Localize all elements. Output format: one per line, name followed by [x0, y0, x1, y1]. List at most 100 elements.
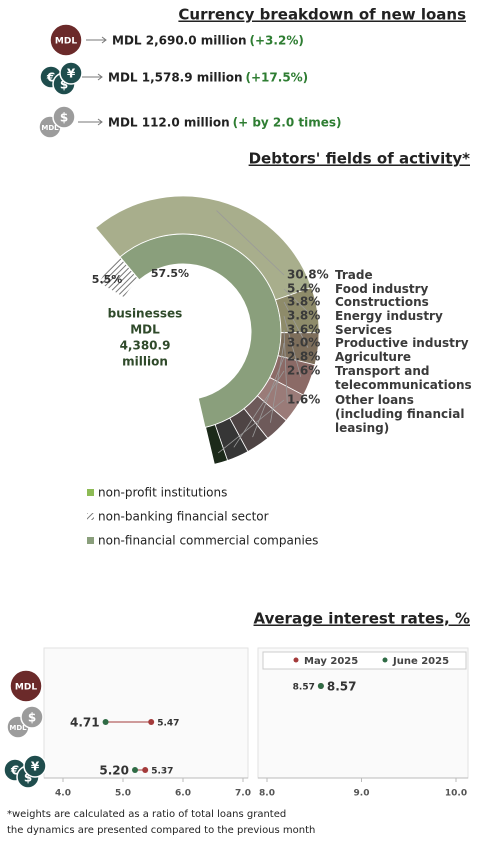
category-label: Services [335, 323, 393, 337]
icon-text: ¥ [67, 67, 76, 81]
legend-label: non-financial commercial companies [98, 534, 318, 548]
x-tick-label: 4.0 [55, 789, 71, 799]
legend-swatch [87, 489, 94, 496]
value-label: 5.20 [99, 764, 129, 778]
currency-icon [23, 754, 47, 778]
value-label: 30.8% [287, 268, 329, 282]
category-label: Transport and telecommunications [335, 364, 472, 392]
icon-text: MDL [9, 724, 27, 732]
leader-line [216, 210, 285, 276]
loan-change: (+17.5%) [246, 71, 309, 85]
legend-dot [293, 657, 299, 663]
section-title: Currency breakdown of new loans [178, 6, 466, 24]
panel [257, 647, 469, 779]
value-label: 8.57 [327, 680, 357, 694]
value-label: 2.6% [287, 364, 320, 378]
icon-text: $ [28, 711, 36, 725]
value-label: 5.37 [151, 767, 173, 777]
center-label: million [122, 355, 168, 369]
leader-line [283, 315, 302, 377]
leader-line [217, 399, 285, 454]
icon-text: $ [24, 771, 32, 785]
dot [132, 767, 138, 773]
currency-icon [59, 61, 83, 85]
legend-label: June 2025 [392, 656, 449, 667]
value-label: 4.71 [70, 716, 100, 730]
footnote: the dynamics are presented compared to t… [7, 825, 315, 836]
category-label: Constructions [335, 295, 429, 309]
icon-text: € [10, 764, 19, 778]
icon-text: € [46, 71, 55, 85]
leader-line [233, 370, 285, 448]
x-tick-label: 9.0 [354, 789, 370, 799]
footnote: *weights are calculated as a ratio of to… [7, 809, 286, 820]
currency-icon [52, 105, 76, 129]
dot [102, 719, 109, 725]
loan-change: (+ by 2.0 times) [233, 116, 342, 130]
x-tick-label: 5.0 [115, 789, 131, 799]
category-label: Trade [335, 268, 373, 282]
dot [142, 767, 149, 773]
x-tick-label: 7.0 [235, 789, 251, 799]
legend-swatch [87, 513, 94, 520]
leader-line [283, 288, 308, 312]
inner-value-label: 5.5% [92, 273, 123, 286]
legend-box [262, 651, 467, 670]
x-tick-label: 10.0 [445, 789, 467, 799]
currency-icon [49, 23, 83, 57]
legend-dot [382, 657, 388, 663]
icon-text: $ [60, 78, 68, 92]
legend-swatch [87, 537, 94, 544]
value-label: 8.57 [293, 683, 315, 693]
outer-segment [205, 424, 229, 465]
loan-amount: MDL 112.0 million [108, 116, 230, 130]
leader-line [252, 356, 285, 438]
legend-label: non-profit institutions [98, 486, 227, 500]
icon-text: ¥ [31, 760, 40, 774]
value-label: 5.47 [157, 719, 179, 729]
legend-label: May 2025 [304, 656, 358, 667]
value-label: 2.8% [287, 350, 320, 364]
panel [43, 647, 249, 779]
loan-amount: MDL 1,578.9 million [108, 71, 243, 85]
legend-label: non-banking financial sector [98, 510, 269, 524]
dot [317, 683, 324, 689]
currency-icon [20, 705, 44, 729]
dot [148, 719, 155, 725]
category-label: Agriculture [335, 350, 412, 364]
outer-segment [95, 195, 313, 301]
inner-value-label: 57.5% [151, 267, 189, 280]
center-label: 4,380.9 [120, 339, 171, 353]
icon-text: MDL [55, 37, 77, 47]
arrow-head [97, 73, 103, 81]
section-title: Average interest rates, % [254, 610, 470, 628]
leader-line [283, 329, 288, 403]
loan-amount: MDL 2,690.0 million [112, 34, 247, 48]
value-label: 3.6% [287, 323, 320, 337]
category-label: Food industry [335, 282, 429, 296]
value-label: 3.8% [287, 295, 320, 309]
category-label: Energy industry [335, 309, 443, 323]
icon-text: MDL [15, 683, 37, 693]
currency-icon [9, 669, 43, 703]
icon-text: $ [60, 111, 68, 125]
leader-line [283, 301, 309, 348]
category-label: Other loans (including financial leasing… [335, 393, 465, 435]
x-tick-label: 6.0 [175, 789, 191, 799]
icon-text: MDL [41, 124, 59, 132]
arrow-head [97, 118, 103, 126]
section-title: Debtors' fields of activity* [249, 150, 471, 168]
category-label: Productive industry [335, 336, 469, 350]
loan-change: (+3.2%) [250, 34, 304, 48]
value-label: 3.8% [287, 309, 320, 323]
center-label: MDL [130, 323, 160, 337]
value-label: 3.0% [287, 336, 320, 350]
value-label: 5.4% [287, 282, 320, 296]
value-label: 1.6% [287, 393, 320, 407]
arrow-head [101, 36, 107, 44]
center-label: businesses [108, 307, 183, 321]
x-tick-label: 8.0 [259, 789, 275, 799]
